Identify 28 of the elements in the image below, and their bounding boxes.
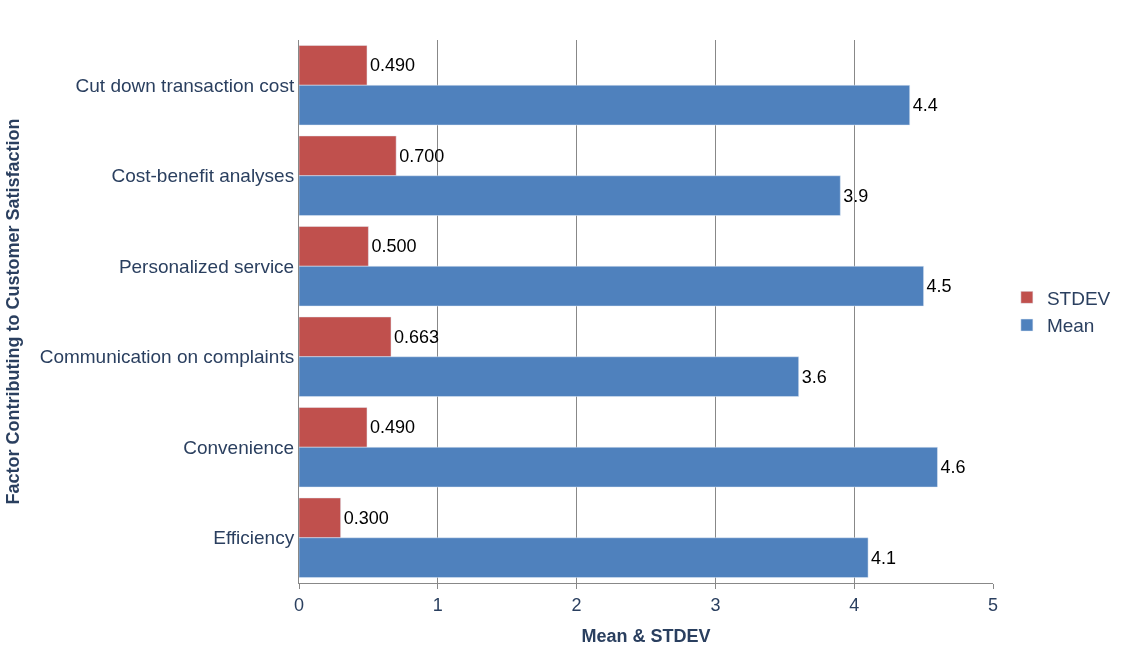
y-tick-label: Personalized service [118,255,295,277]
y-tick-label: Cut down transaction cost [75,74,295,96]
data-label: 0.700 [399,145,445,166]
y-tick-label: Efficiency [213,527,295,549]
data-label: 3.6 [801,366,827,387]
data-label: 4.4 [912,95,938,116]
x-tick-label: 1 [432,594,443,615]
x-tick-label: 4 [849,594,860,615]
x-tick-label: 0 [293,594,305,615]
y-tick-label: Communication on complaints [39,346,295,368]
data-label: 3.9 [843,185,869,206]
y-tick-label: Cost-benefit analyses [111,165,295,187]
x-axis-title: Mean & STDEV [581,625,711,646]
x-tick-label: 5 [987,594,999,615]
legend-label: STDEV [1046,287,1111,309]
x-tick-label: 2 [571,594,582,615]
x-tick-label: 3 [710,594,721,615]
data-label: 0.490 [370,417,416,438]
data-label: 0.663 [394,326,440,347]
data-label: 0.300 [343,507,389,528]
data-label: 4.5 [926,276,952,297]
legend-label: Mean [1046,315,1095,337]
y-tick-label: Convenience [183,436,295,458]
data-label: 0.500 [371,236,417,257]
data-label: 4.6 [940,457,966,478]
y-axis-title: Factor Contributing to Customer Satisfaction [2,118,23,505]
data-label: 4.1 [871,547,897,568]
data-label: 0.490 [370,55,416,76]
